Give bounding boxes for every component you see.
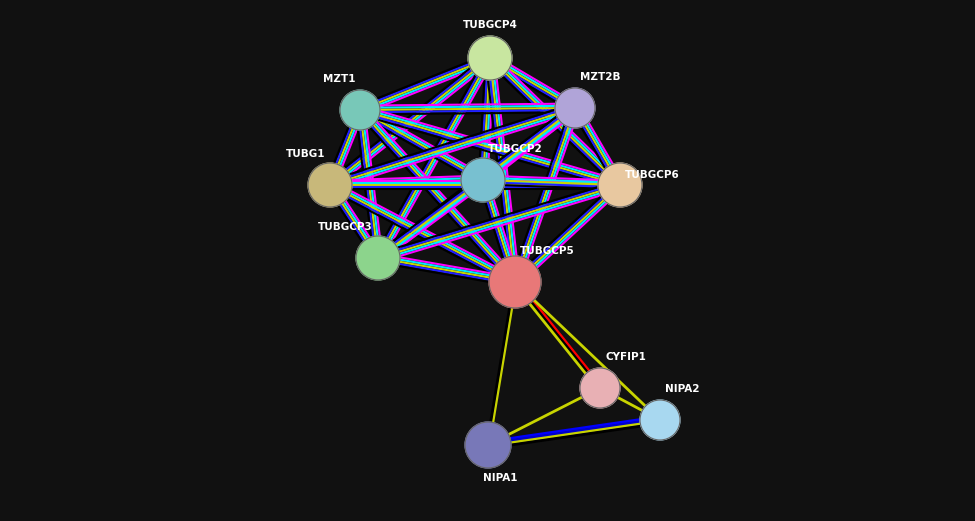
Text: MZT1: MZT1 <box>323 74 355 84</box>
Circle shape <box>308 163 352 207</box>
Text: MZT2B: MZT2B <box>580 72 620 82</box>
Circle shape <box>465 422 511 468</box>
Circle shape <box>555 88 595 128</box>
Circle shape <box>489 256 541 308</box>
Circle shape <box>598 163 642 207</box>
Circle shape <box>580 368 620 408</box>
Circle shape <box>640 400 680 440</box>
Circle shape <box>356 236 400 280</box>
Text: TUBGCP4: TUBGCP4 <box>462 20 518 30</box>
Text: TUBGCP3: TUBGCP3 <box>318 222 373 232</box>
Text: TUBGCP2: TUBGCP2 <box>488 144 543 154</box>
Text: CYFIP1: CYFIP1 <box>605 352 645 362</box>
Circle shape <box>461 158 505 202</box>
Text: TUBGCP6: TUBGCP6 <box>625 170 680 180</box>
Text: TUBGCP5: TUBGCP5 <box>520 246 574 256</box>
Text: TUBG1: TUBG1 <box>286 149 325 159</box>
Text: NIPA1: NIPA1 <box>483 473 518 483</box>
Text: NIPA2: NIPA2 <box>665 384 699 394</box>
Circle shape <box>468 36 512 80</box>
Circle shape <box>340 90 380 130</box>
